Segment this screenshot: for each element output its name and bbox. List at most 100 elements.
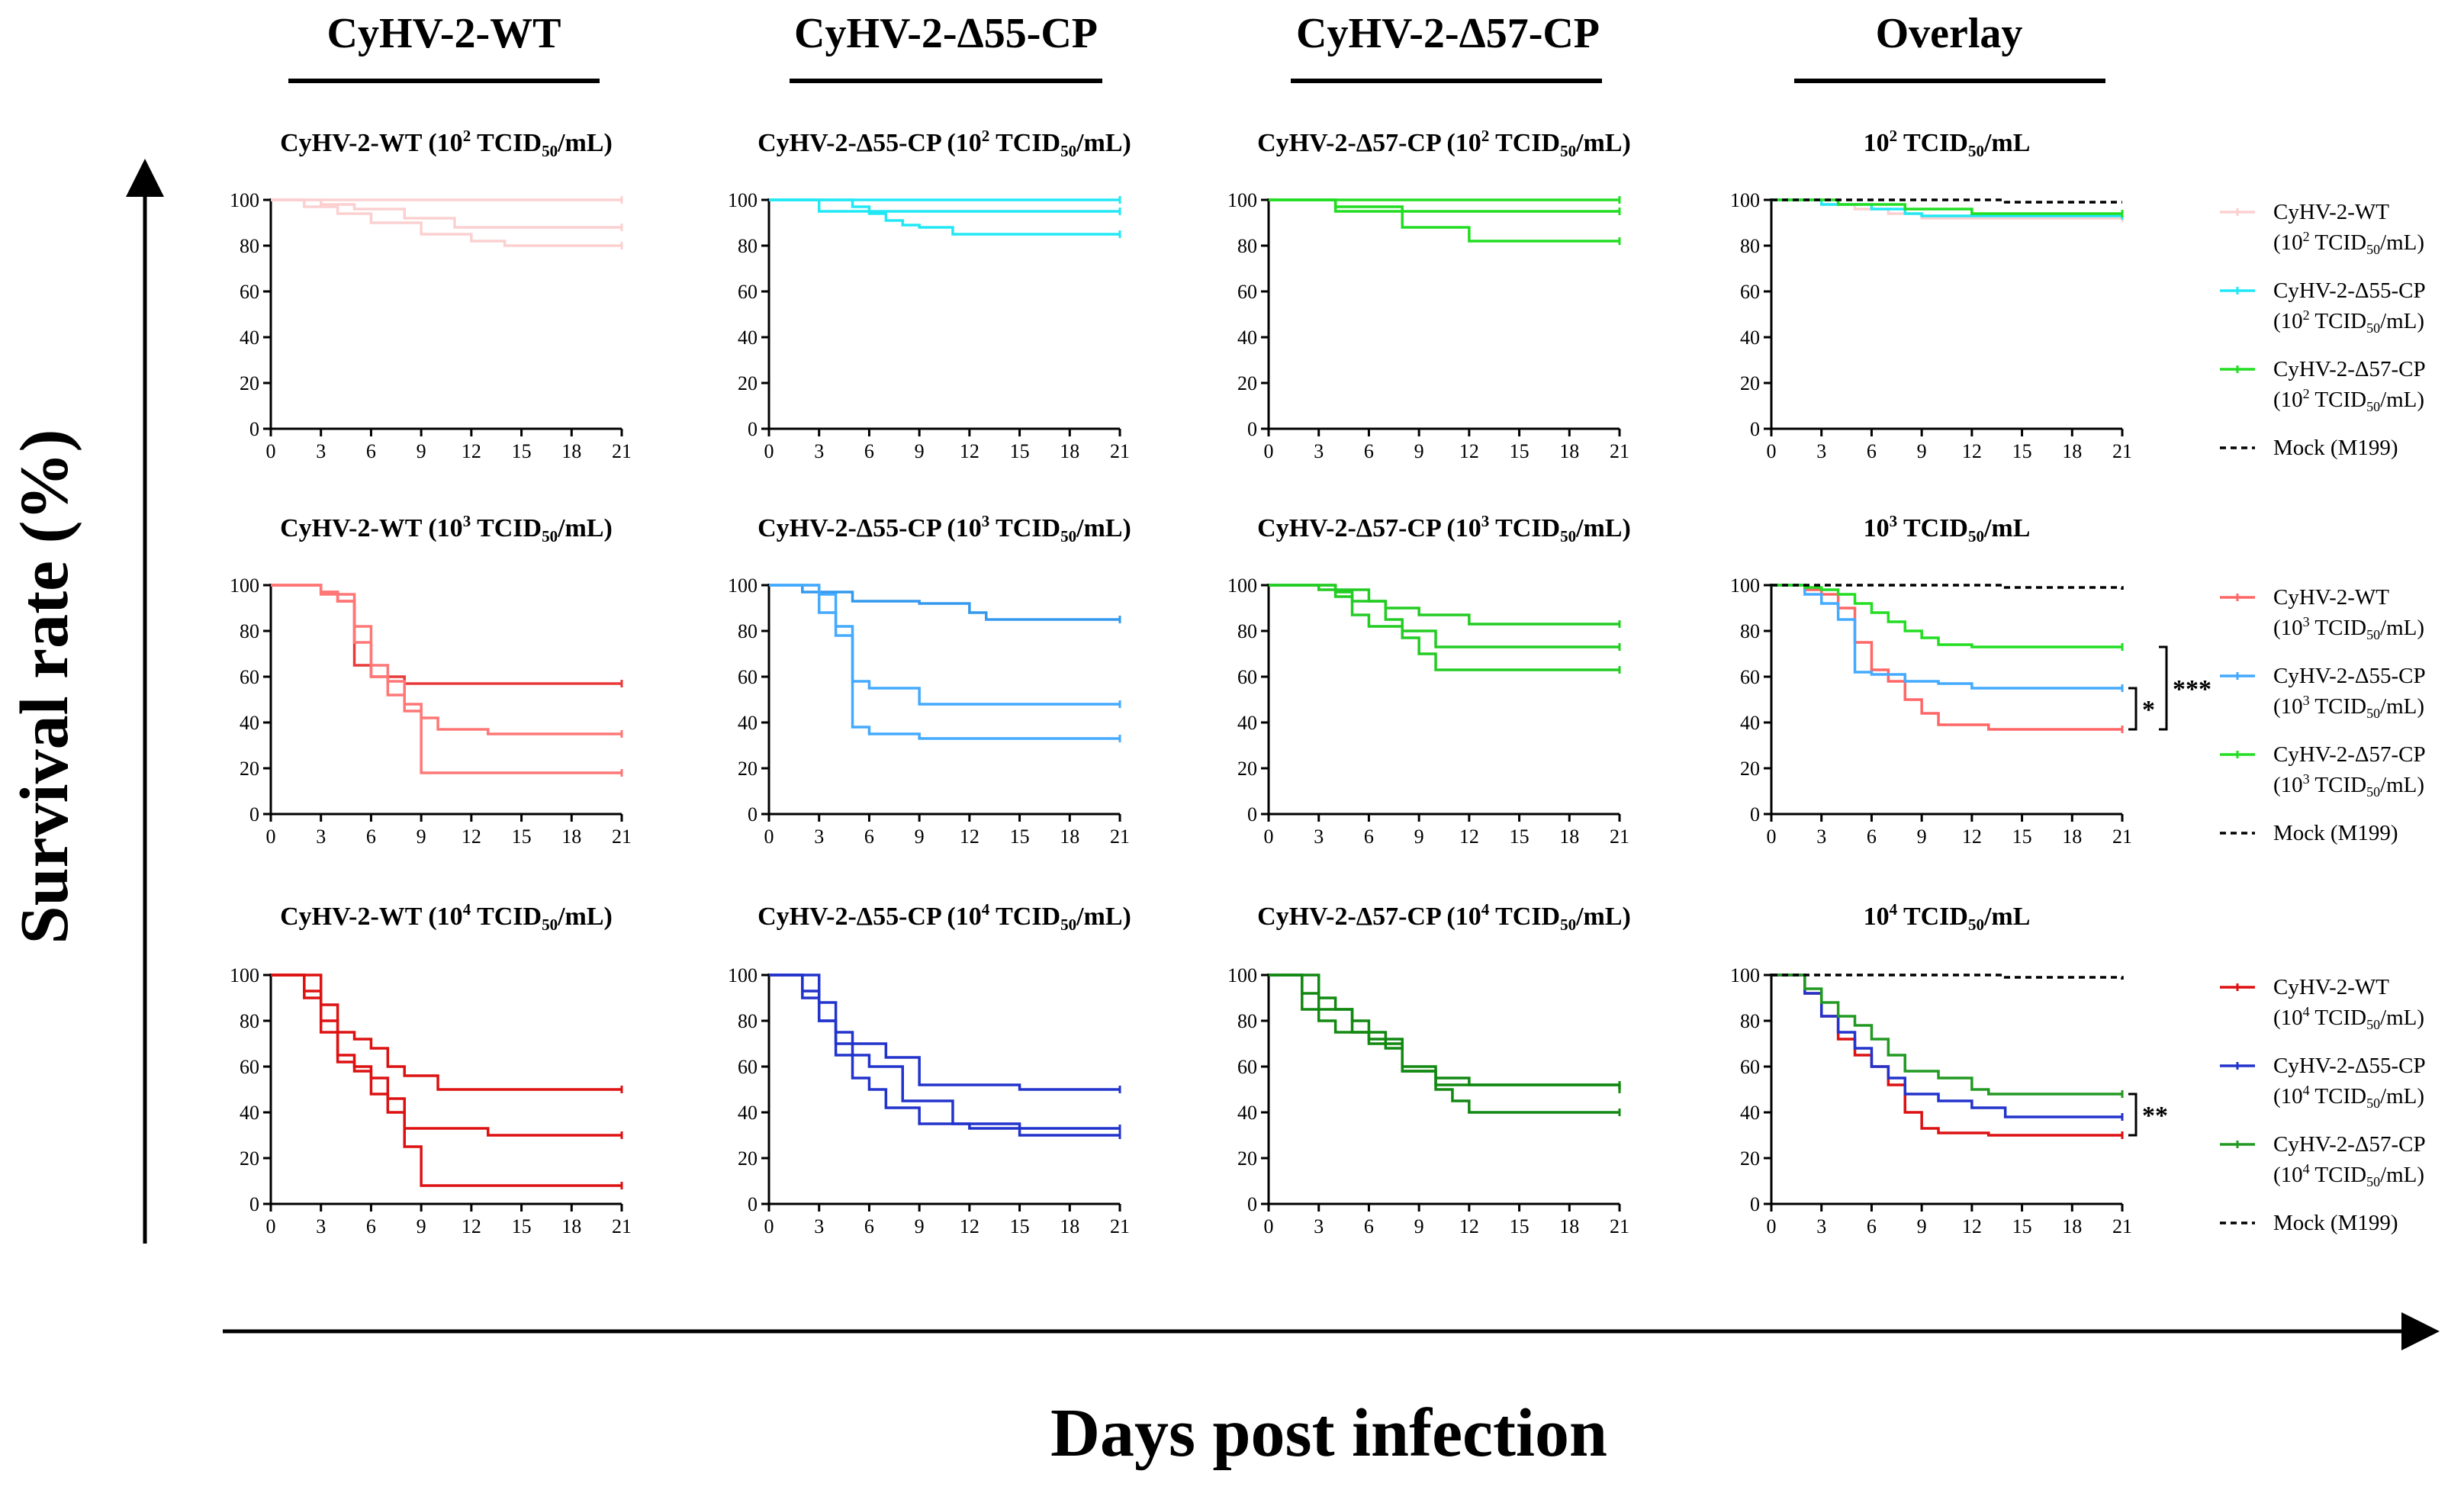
legend-label: (103 TCID50/mL) <box>2273 693 2424 721</box>
legend-label: CyHV-2-Δ55-CP <box>2273 278 2426 303</box>
y-tick-label: 20 <box>1740 1147 1760 1170</box>
legend-label: (102 TCID50/mL) <box>2273 229 2424 257</box>
x-tick-label: 3 <box>316 1215 326 1237</box>
y-tick-label: 0 <box>1247 418 1257 440</box>
legend-label: (104 TCID50/mL) <box>2273 1083 2424 1111</box>
y-tick-label: 20 <box>1237 758 1257 780</box>
y-tick-label: 80 <box>240 1010 259 1032</box>
x-tick-label: 6 <box>864 1215 874 1237</box>
x-tick-label: 18 <box>561 1215 581 1237</box>
series-line <box>271 198 622 229</box>
x-tick-label: 6 <box>1364 440 1374 462</box>
legend-entry: CyHV-2-Δ57-CP (103 TCID50/mL) <box>2220 742 2426 800</box>
x-tick-label: 21 <box>612 440 632 462</box>
chart-title: CyHV-2-Δ55-CP (102 TCID50/mL) <box>758 127 1131 160</box>
column-headers: CyHV-2-WT CyHV-2-Δ55-CP CyHV-2-Δ57-CP Ov… <box>288 10 2105 83</box>
y-tick-label: 0 <box>249 1193 259 1215</box>
significance-bracket <box>2128 1093 2138 1137</box>
x-tick-label: 15 <box>1010 440 1030 462</box>
series-line <box>1771 584 2122 690</box>
x-tick-label: 18 <box>1559 1215 1579 1237</box>
chart-title: CyHV-2-WT (103 TCID50/mL) <box>280 512 613 545</box>
x-tick-label: 12 <box>462 1215 481 1237</box>
legend-label: (103 TCID50/mL) <box>2273 614 2424 642</box>
series-line <box>1269 584 1620 671</box>
x-tick-label: 0 <box>1767 440 1777 462</box>
y-tick-label: 40 <box>1237 712 1257 734</box>
y-tick-label: 100 <box>1227 574 1257 597</box>
x-tick-label: 0 <box>764 1215 774 1237</box>
legend-entry: CyHV-2-Δ55-CP (102 TCID50/mL) <box>2220 278 2426 336</box>
x-tick-label: 3 <box>1314 1215 1324 1237</box>
x-tick-label: 15 <box>2012 440 2032 462</box>
y-tick-label: 80 <box>738 1010 758 1032</box>
x-tick-label: 18 <box>561 440 581 462</box>
x-tick-label: 0 <box>266 825 276 848</box>
legend-label: CyHV-2-Δ55-CP <box>2273 1054 2426 1078</box>
y-tick-label: 60 <box>1740 281 1760 303</box>
column-header-d57: CyHV-2-Δ57-CP <box>1296 10 1600 57</box>
series-line <box>1771 584 2124 590</box>
y-tick-label: 0 <box>1247 803 1257 825</box>
x-tick-label: 3 <box>1314 440 1324 462</box>
chart-panel-d57-103: CyHV-2-Δ57-CP (103 TCID50/mL)02040608010… <box>1227 512 1631 848</box>
legend-entry: Mock (M199) <box>2220 1211 2398 1235</box>
x-tick-label: 0 <box>266 440 276 462</box>
legend-label: CyHV-2-WT <box>2273 975 2389 999</box>
x-tick-label: 6 <box>366 440 376 462</box>
legend-entry: CyHV-2-Δ57-CP (104 TCID50/mL) <box>2220 1132 2426 1189</box>
y-tick-label: 80 <box>240 620 259 642</box>
x-tick-label: 18 <box>1559 440 1579 462</box>
chart-panel-ov-104: 104 TCID50/mL 0 20 40 60 80 100 0 3 6 9 12 15 18 21 ** C… <box>1730 900 2426 1237</box>
y-tick-label: 40 <box>738 1102 758 1124</box>
x-tick-label: 21 <box>1610 1215 1629 1237</box>
legend-entry: Mock (M199) <box>2220 821 2398 845</box>
x-tick-label: 0 <box>1767 1215 1777 1237</box>
x-tick-label: 9 <box>417 1215 426 1237</box>
chart-title: CyHV-2-Δ55-CP (103 TCID50/mL) <box>758 512 1131 545</box>
y-tick-label: 0 <box>748 1193 758 1215</box>
x-tick-label: 15 <box>1510 1215 1530 1237</box>
y-tick-label: 0 <box>1750 1193 1760 1215</box>
y-tick-label: 80 <box>1237 620 1257 642</box>
chart-title: CyHV-2-Δ57-CP (104 TCID50/mL) <box>1257 900 1631 934</box>
y-tick-label: 0 <box>249 803 259 825</box>
x-tick-label: 15 <box>1510 825 1530 848</box>
series-line <box>1269 198 1620 213</box>
y-tick-label: 60 <box>1237 1056 1257 1078</box>
x-tick-label: 12 <box>462 440 481 462</box>
y-tick-label: 40 <box>240 1102 259 1124</box>
chart-title: 102 TCID50/mL <box>1864 127 2031 160</box>
y-tick-label: 100 <box>230 189 259 211</box>
chart-panel-wt-104: CyHV-2-WT (104 TCID50/mL) 0 20 40 60 80 100 0 3 6… <box>230 900 632 1237</box>
y-tick-label: 60 <box>1740 666 1760 688</box>
x-tick-label: 9 <box>417 440 426 462</box>
series-line <box>1771 584 2122 731</box>
x-tick-label: 21 <box>2112 825 2132 848</box>
series-line <box>271 584 622 735</box>
x-tick-label: 6 <box>1364 825 1374 848</box>
legend-entry: CyHV-2-Δ57-CP (102 TCID50/mL) <box>2220 357 2426 414</box>
y-tick-label: 80 <box>1237 235 1257 257</box>
y-tick-label: 40 <box>240 712 259 734</box>
series-line <box>769 198 1120 236</box>
series-line <box>1771 584 2122 648</box>
x-tick-label: 12 <box>960 825 979 848</box>
x-tick-label: 18 <box>2062 825 2082 848</box>
y-tick-label: 40 <box>1740 712 1760 734</box>
column-header-d55: CyHV-2-Δ55-CP <box>794 10 1098 57</box>
legend-entry: Mock (M199) <box>2220 436 2398 460</box>
x-tick-label: 18 <box>2062 440 2082 462</box>
chart-title: 104 TCID50/mL <box>1864 900 2031 934</box>
chart-title: 103 TCID50/mL <box>1864 512 2031 545</box>
legend-label: CyHV-2-WT <box>2273 200 2389 224</box>
y-tick-label: 0 <box>1750 418 1760 440</box>
x-tick-label: 9 <box>1917 825 1927 848</box>
chart-panel-wt-102: CyHV-2-WT (102 TCID50/mL) 0 20 40 60 80 100 0 3 6… <box>230 127 632 462</box>
chart-title: CyHV-2-WT (104 TCID50/mL) <box>280 900 613 934</box>
x-tick-label: 21 <box>2112 440 2132 462</box>
x-tick-label: 9 <box>1917 440 1927 462</box>
x-tick-label: 21 <box>1610 440 1629 462</box>
legend-label: (102 TCID50/mL) <box>2273 386 2424 414</box>
